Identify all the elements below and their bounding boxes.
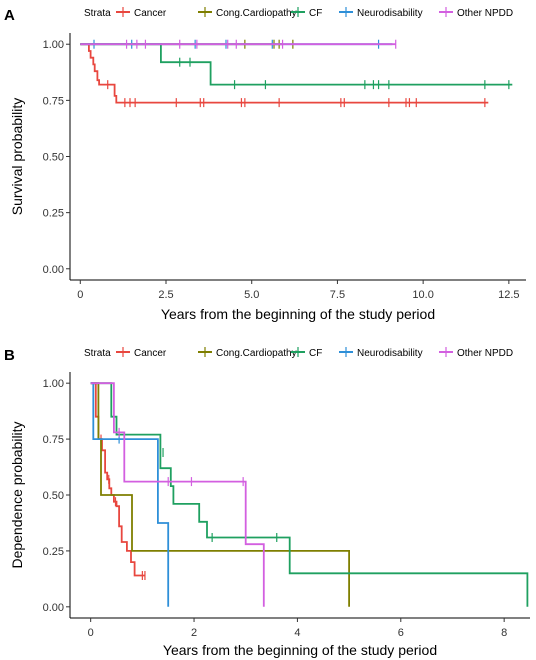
legend-label: Cancer — [134, 348, 167, 359]
panel-b: B Strata Cancer Cong.Cardiopathy CF Neurodisa… — [4, 347, 530, 658]
survival-curve — [90, 382, 265, 607]
legend-label: CF — [309, 8, 322, 19]
legend-item: Cong.Cardiopathy — [198, 347, 297, 359]
series-cf — [90, 382, 529, 607]
series-cancer — [80, 43, 489, 108]
y-tick-label: 1.00 — [43, 39, 64, 51]
x-tick-label: 2 — [191, 627, 197, 639]
legend-item: CF — [291, 7, 322, 19]
legend-label: Other NPDD — [457, 348, 513, 359]
legend: Strata Cancer Cong.Cardiopathy CF Neurodisab… — [84, 7, 513, 19]
x-tick-label: 7.5 — [330, 289, 345, 301]
panel-a: A Strata Cancer Cong.Cardiopathy CF Neurodisa… — [4, 7, 526, 322]
plot-area — [80, 39, 513, 108]
legend-item: Cong.Cardiopathy — [198, 7, 297, 19]
y-tick-label: 0.25 — [43, 546, 64, 558]
legend-label: Other NPDD — [457, 8, 513, 19]
y-tick-label: 0.75 — [43, 434, 64, 446]
y-tick-label: 0.25 — [43, 208, 64, 220]
axes: 0.00 0.25 0.50 0.75 1.00 0 2 4 6 8 — [43, 372, 530, 639]
y-axis-title: Survival probability — [9, 98, 25, 216]
panel-letter: A — [4, 7, 15, 24]
legend-label: Cancer — [134, 8, 167, 19]
legend-label: Cong.Cardiopathy — [216, 348, 297, 359]
x-tick-label: 10.0 — [412, 289, 433, 301]
series-other-npdd — [90, 382, 265, 607]
x-tick-label: 0 — [77, 289, 83, 301]
legend-item: CF — [291, 347, 322, 359]
series-cf — [80, 43, 513, 90]
plot-area — [90, 382, 529, 607]
y-tick-label: 1.00 — [43, 378, 64, 390]
legend-item: Neurodisability — [339, 347, 423, 359]
legend-title: Strata — [84, 8, 111, 19]
legend-label: Neurodisability — [357, 348, 423, 359]
survival-curve — [90, 382, 529, 607]
legend-item: Neurodisability — [339, 7, 423, 19]
legend-title: Strata — [84, 348, 111, 359]
legend-label: Neurodisability — [357, 8, 423, 19]
y-tick-label: 0.00 — [43, 264, 64, 276]
legend-item: Cancer — [116, 347, 167, 359]
y-tick-label: 0.50 — [43, 152, 64, 164]
survival-curve — [90, 382, 350, 607]
x-tick-label: 6 — [398, 627, 404, 639]
legend-label: CF — [309, 348, 322, 359]
x-tick-label: 12.5 — [498, 289, 519, 301]
series-other-npdd — [80, 39, 397, 49]
x-tick-label: 2.5 — [158, 289, 173, 301]
axes: 0.00 0.25 0.50 0.75 1.00 0 2.5 5.0 7.5 10.0 12.5 — [43, 33, 526, 301]
x-tick-label: 0 — [88, 627, 94, 639]
y-tick-label: 0.50 — [43, 490, 64, 502]
x-axis-title: Years from the beginning of the study pe… — [161, 306, 435, 322]
y-tick-label: 0.00 — [43, 602, 64, 614]
x-axis-title: Years from the beginning of the study pe… — [163, 642, 437, 658]
x-tick-label: 5.0 — [244, 289, 259, 301]
x-tick-label: 8 — [501, 627, 507, 639]
survival-curve — [80, 43, 513, 86]
survival-curve — [80, 43, 489, 104]
legend: Strata Cancer Cong.Cardiopathy CF Neurodisab… — [84, 347, 513, 359]
x-tick-label: 4 — [294, 627, 300, 639]
series-cong-cardiopathy — [90, 382, 350, 607]
legend-item: Other NPDD — [439, 7, 513, 19]
panel-letter: B — [4, 347, 15, 364]
legend-item: Cancer — [116, 7, 167, 19]
y-axis-title: Dependence probability — [9, 421, 25, 568]
legend-item: Other NPDD — [439, 347, 513, 359]
legend-label: Cong.Cardiopathy — [216, 8, 297, 19]
y-tick-label: 0.75 — [43, 95, 64, 107]
